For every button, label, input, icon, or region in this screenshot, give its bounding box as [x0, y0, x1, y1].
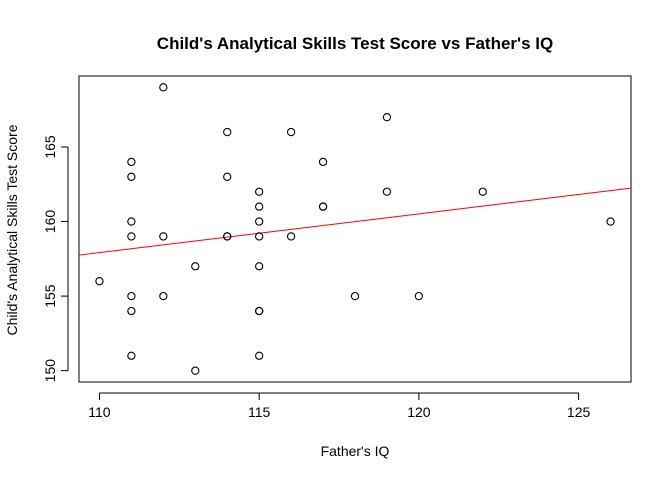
data-point — [255, 217, 264, 226]
y-tick-label: 150 — [42, 359, 58, 383]
data-point — [382, 187, 392, 196]
data-point — [223, 127, 232, 137]
data-point — [606, 217, 615, 226]
data-point — [255, 202, 264, 211]
data-point — [159, 291, 168, 301]
data-point — [223, 172, 232, 181]
x-tick-label: 115 — [248, 404, 271, 420]
x-tick-label: 120 — [407, 404, 431, 420]
data-point — [159, 83, 168, 92]
data-point — [478, 187, 487, 196]
data-point — [127, 217, 136, 226]
y-tick-label: 165 — [42, 135, 58, 159]
y-axis-label: Child's Analytical Skills Test Score — [4, 124, 20, 335]
data-point — [286, 232, 296, 241]
data-point — [95, 277, 104, 286]
regression-line — [79, 187, 631, 256]
x-axis-label: Father's IQ — [321, 443, 390, 459]
data-point — [255, 262, 264, 271]
data-point — [318, 202, 328, 211]
data-point — [127, 157, 136, 167]
data-point — [127, 172, 136, 181]
data-point — [255, 187, 264, 196]
data-point — [159, 232, 168, 241]
data-point — [127, 306, 136, 316]
data-point — [127, 232, 136, 241]
chart-title: Child's Analytical Skills Test Score vs … — [157, 34, 553, 53]
x-tick-label: 125 — [567, 404, 591, 420]
data-point — [350, 291, 360, 301]
plot-frame — [78, 75, 632, 383]
data-point — [255, 351, 264, 360]
data-point — [191, 366, 200, 375]
data-point — [127, 351, 136, 360]
plot-area: 110 115 120 125 150 155 160 165 — [42, 75, 632, 420]
y-tick-label: 155 — [42, 284, 58, 308]
data-point — [255, 306, 264, 316]
data-point — [382, 113, 392, 122]
data-point — [223, 232, 232, 241]
data-point — [286, 127, 296, 137]
y-tick-label: 160 — [42, 210, 58, 234]
data-point — [127, 291, 136, 301]
data-point — [414, 291, 424, 301]
x-tick-label: 110 — [88, 404, 111, 420]
data-point — [255, 232, 264, 241]
data-point — [191, 262, 200, 271]
data-point — [318, 157, 328, 167]
